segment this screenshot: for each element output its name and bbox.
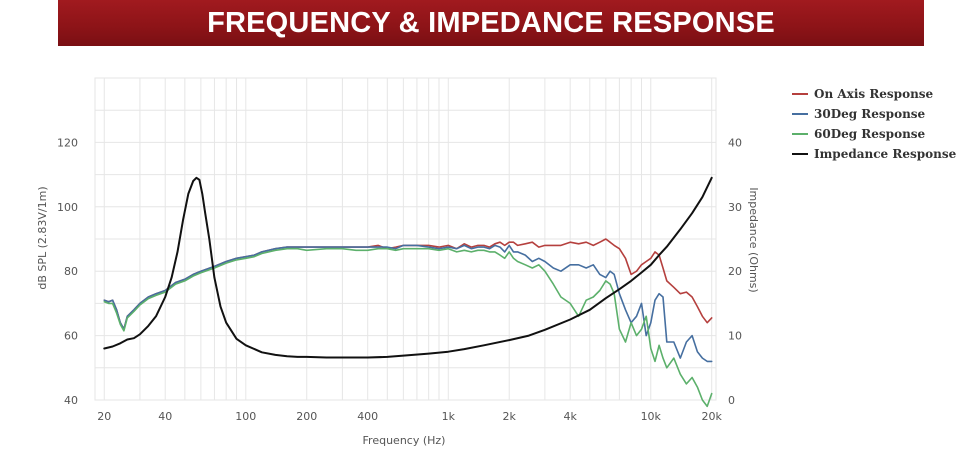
y-tick-label-right: 30	[728, 201, 742, 214]
legend-label: 30Deg Response	[814, 107, 926, 121]
legend-item-impedance[interactable]: Impedance Response	[792, 144, 956, 164]
x-tick-label: 200	[296, 410, 317, 423]
y-tick-label-right: 10	[728, 330, 742, 343]
x-tick-label: 4k	[563, 410, 577, 423]
chart-title: FREQUENCY & IMPEDANCE RESPONSE	[207, 6, 775, 39]
legend-label: On Axis Response	[814, 87, 934, 101]
series-line-on-axis-response	[103, 238, 713, 330]
series-lines	[103, 176, 713, 408]
title-banner: FREQUENCY & IMPEDANCE RESPONSE	[58, 0, 924, 46]
y-tick-label-right: 20	[728, 265, 742, 278]
y-tick-label-left: 100	[57, 201, 78, 214]
legend-label: 60Deg Response	[814, 127, 926, 141]
legend: On Axis Response 30Deg Response 60Deg Re…	[792, 84, 956, 164]
axis-ticks: 20 40 100 200 400 1k 2k 4k 10k 20k 40 60 80 100 120 0 10…	[57, 136, 742, 423]
legend-item-on-axis[interactable]: On Axis Response	[792, 84, 956, 104]
grid	[94, 77, 717, 401]
y-tick-label-right: 40	[728, 136, 742, 149]
x-axis-label: Frequency (Hz)	[363, 434, 446, 447]
y-tick-label-right: 0	[728, 394, 735, 407]
x-tick-label: 100	[235, 410, 256, 423]
x-tick-label: 1k	[442, 410, 456, 423]
legend-item-30deg[interactable]: 30Deg Response	[792, 104, 956, 124]
y-tick-label-left: 60	[64, 330, 78, 343]
series-line-impedance-response	[103, 176, 713, 359]
x-tick-label: 2k	[503, 410, 517, 423]
legend-label: Impedance Response	[814, 147, 957, 161]
x-tick-label: 20	[97, 410, 111, 423]
y-tick-label-left: 120	[57, 136, 78, 149]
x-tick-label: 20k	[702, 410, 723, 423]
y-axis-left-label: dB SPL (2.83V/1m)	[36, 186, 49, 289]
legend-swatch	[792, 133, 808, 135]
y-axis-right-label: Impedance (Ohms)	[747, 187, 760, 292]
legend-swatch	[792, 93, 808, 95]
x-tick-label: 400	[357, 410, 378, 423]
legend-item-60deg[interactable]: 60Deg Response	[792, 124, 956, 144]
x-tick-label: 40	[158, 410, 172, 423]
legend-swatch	[792, 113, 808, 115]
series-line-60deg-response	[103, 247, 713, 408]
y-tick-label-left: 80	[64, 265, 78, 278]
y-tick-label-left: 40	[64, 394, 78, 407]
x-tick-label: 10k	[641, 410, 662, 423]
series-line-30deg-response	[103, 244, 713, 363]
legend-swatch	[792, 153, 808, 155]
